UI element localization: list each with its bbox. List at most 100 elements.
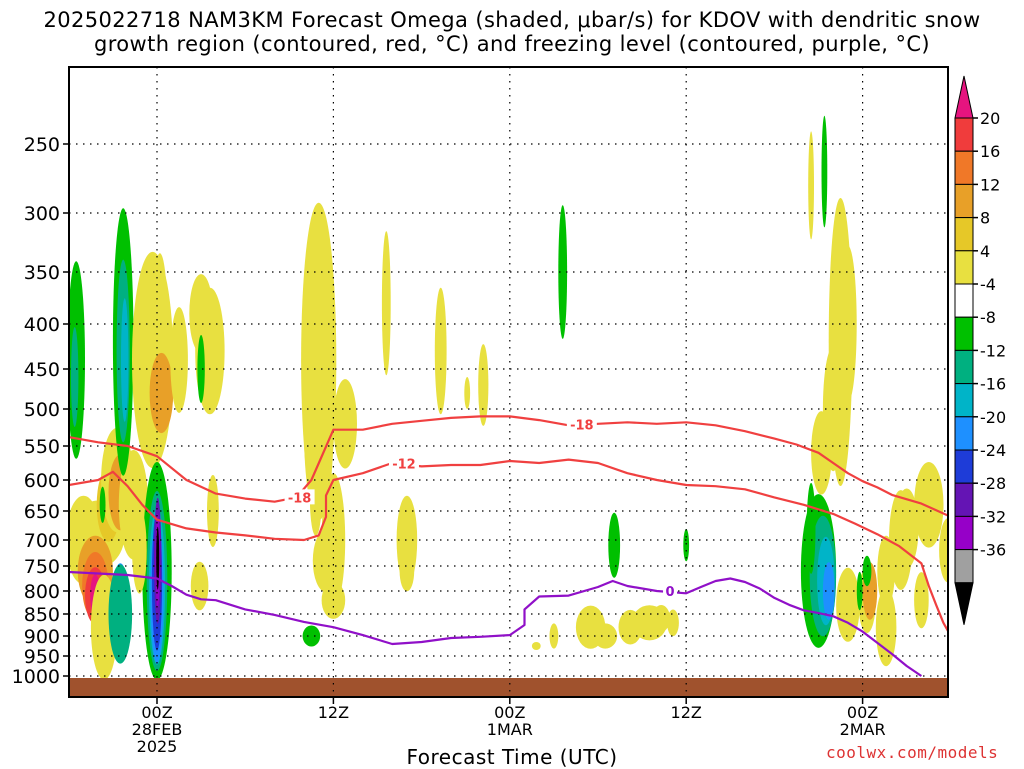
- contour-label-layer: -18 -12 -18 0: [284, 416, 678, 600]
- omega-shade-blob: [333, 379, 358, 469]
- omega-shading-layer: [69, 115, 948, 680]
- omega-shade-blob: [877, 535, 895, 607]
- colorbar-swatch: [954, 549, 974, 584]
- colorbar-swatch: [954, 316, 974, 351]
- colorbar-label: -20: [980, 408, 1006, 427]
- x-tick-label: 00Z: [141, 703, 172, 722]
- contour-layer: [69, 415, 948, 677]
- y-tick-label: 450: [24, 359, 60, 381]
- site-credit[interactable]: coolwx.com/models: [826, 743, 999, 762]
- omega-shade-blob: [156, 526, 160, 590]
- omega-shade-blob: [939, 518, 948, 583]
- contour-label: -12: [392, 458, 416, 473]
- y-tick-label: 500: [24, 399, 60, 421]
- y-tick-label: 900: [24, 626, 60, 648]
- colorbar-swatch: [954, 117, 974, 152]
- colorbar-swatch: [954, 349, 974, 385]
- y-tick-label: 700: [24, 530, 60, 552]
- x-tick-label: 12Z: [318, 703, 349, 722]
- omega-shade-blob: [108, 564, 133, 664]
- colorbar-label: -4: [980, 275, 996, 294]
- colorbar-swatch: [954, 183, 974, 219]
- omega-shade-blob: [149, 352, 174, 434]
- omega-shade-blob: [152, 253, 168, 374]
- colorbar-swatch: [954, 515, 974, 551]
- omega-shade-blob: [822, 562, 835, 620]
- y-axis: 2503003504004505005506006507007508008509…: [12, 134, 69, 688]
- y-tick-label: 1000: [12, 666, 60, 688]
- contour-line: [69, 458, 948, 634]
- omega-shade-blob: [190, 561, 209, 611]
- contour-label-bg: [663, 583, 678, 598]
- omega-shade-blob: [914, 572, 929, 629]
- omega-shade-blob: [399, 550, 415, 592]
- omega-shade-blob: [862, 555, 872, 587]
- colorbar-swatch: [954, 449, 974, 484]
- omega-shade-blob: [806, 482, 816, 574]
- y-tick-label: 250: [24, 134, 60, 156]
- contour-label-bg: [284, 489, 315, 505]
- omega-shade-blob: [434, 287, 447, 415]
- omega-shade-blob: [839, 245, 857, 403]
- colorbar: 20 16 12 8 4 -4 -8 -12 -16 -20 -24 -28 -32 -36: [954, 75, 1006, 625]
- x-tick-label: 00Z: [494, 703, 525, 722]
- terrain-strip: [69, 678, 948, 697]
- colorbar-bottom-arrow: [954, 582, 974, 625]
- x-tick-label: 1MAR: [487, 720, 533, 739]
- omega-shade-blob: [170, 307, 188, 413]
- omega-shade-blob: [856, 571, 863, 611]
- contour-label: -18: [570, 419, 594, 434]
- y-tick-label: 750: [24, 556, 60, 578]
- x-axis-title: Forecast Time (UTC): [406, 745, 618, 769]
- omega-shade-blob: [197, 335, 205, 403]
- colorbar-label: -36: [980, 541, 1006, 560]
- y-tick-label: 300: [24, 203, 60, 225]
- contour-label: -18: [288, 491, 312, 506]
- colorbar-label: 12: [980, 175, 1000, 194]
- omega-shade-blob: [381, 231, 391, 376]
- y-tick-label: 800: [24, 581, 60, 603]
- omega-shade-blob: [608, 512, 621, 578]
- omega-shade-blob: [121, 298, 129, 422]
- grid-layer: [69, 67, 948, 697]
- colorbar-label: 20: [980, 109, 1000, 128]
- omega-shade-blob: [95, 644, 110, 668]
- omega-shade-blob: [652, 605, 670, 632]
- y-tick-label: 950: [24, 646, 60, 668]
- omega-shade-blob: [531, 642, 541, 650]
- x-tick-label: 28FEB: [132, 720, 183, 739]
- colorbar-label: -12: [980, 341, 1006, 360]
- colorbar-label: 16: [980, 142, 1000, 161]
- colorbar-swatch: [954, 283, 974, 318]
- colorbar-swatch: [954, 482, 974, 517]
- omega-shade-blob: [312, 529, 340, 593]
- contour-label-bg: [388, 455, 419, 471]
- x-tick-label: 2MAR: [840, 720, 886, 739]
- colorbar-label: -16: [980, 375, 1006, 394]
- colorbar-label: 8: [980, 209, 990, 228]
- colorbar-swatch: [954, 217, 974, 252]
- contour-line: [69, 415, 948, 517]
- omega-shade-blob: [683, 529, 690, 562]
- omega-shade-blob: [667, 609, 679, 637]
- contour-label: 0: [666, 585, 675, 600]
- x-tick-label: 12Z: [671, 703, 702, 722]
- plot-frame: [68, 66, 949, 698]
- omega-shade-blob: [305, 629, 318, 643]
- contour-label-bg: [566, 416, 597, 432]
- omega-shade-blob: [836, 567, 860, 642]
- colorbar-label: -28: [980, 474, 1006, 493]
- x-tick-label: 00Z: [847, 703, 878, 722]
- colorbar-label: -24: [980, 441, 1006, 460]
- omega-shade-blob: [593, 623, 618, 649]
- omega-shade-blob: [71, 327, 79, 427]
- omega-shade-blob: [132, 507, 147, 594]
- y-tick-label: 850: [24, 604, 60, 626]
- omega-shade-blob: [189, 274, 213, 354]
- chart-title-line2: growth region (contoured, red, °C) and f…: [94, 32, 930, 56]
- colorbar-swatch: [954, 416, 974, 451]
- omega-shade-blob: [309, 461, 322, 536]
- omega-shade-blob: [808, 131, 814, 240]
- omega-shade-blob: [478, 344, 489, 426]
